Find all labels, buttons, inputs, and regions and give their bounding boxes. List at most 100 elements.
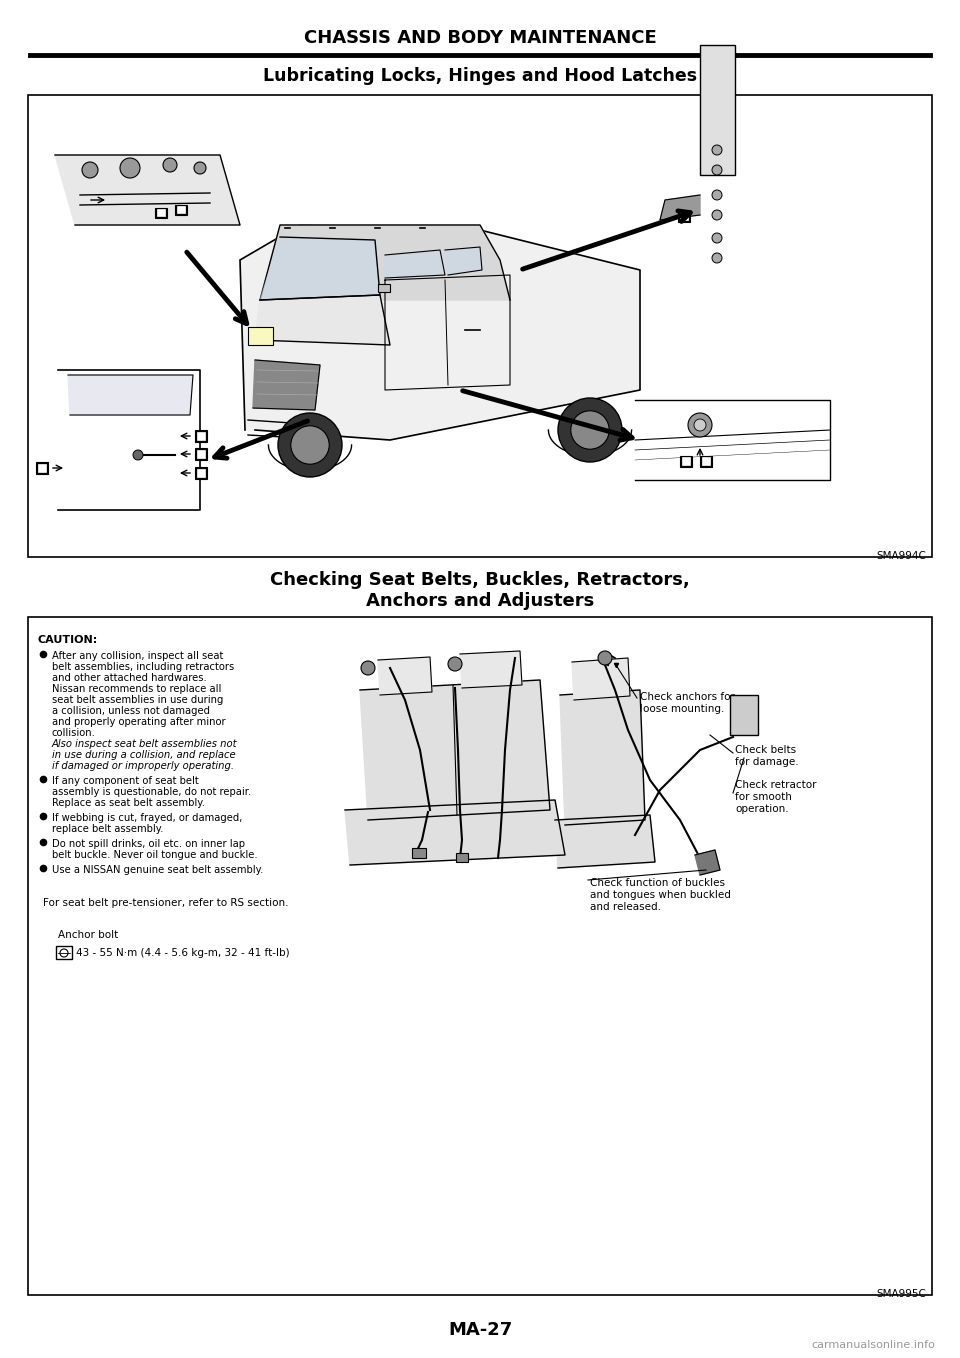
Text: seat belt assemblies in use during: seat belt assemblies in use during [52, 695, 224, 705]
Text: and properly operating after minor: and properly operating after minor [52, 717, 226, 727]
Bar [195, 467, 207, 479]
Text: and other attached hardwares.: and other attached hardwares. [52, 674, 206, 683]
Polygon shape [255, 295, 390, 345]
Text: and released.: and released. [590, 902, 661, 913]
Bar [378, 284, 390, 292]
Text: Check retractor: Check retractor [735, 779, 817, 790]
Bar [195, 448, 207, 460]
Bar [678, 210, 690, 221]
Circle shape [82, 162, 98, 178]
Text: for damage.: for damage. [735, 756, 799, 767]
Bar [28, 95, 932, 557]
Circle shape [571, 411, 610, 449]
Circle shape [133, 449, 143, 460]
Bar [175, 205, 187, 215]
Circle shape [688, 413, 712, 437]
Text: Replace as seat belt assembly.: Replace as seat belt assembly. [52, 799, 205, 808]
Text: Also inspect seat belt assemblies not: Also inspect seat belt assemblies not [52, 739, 237, 750]
Polygon shape [240, 225, 640, 440]
Circle shape [163, 158, 177, 172]
Bar [36, 462, 48, 474]
Text: If any component of seat belt: If any component of seat belt [52, 775, 199, 786]
Text: a collision, unless not damaged: a collision, unless not damaged [52, 706, 210, 716]
Bar [157, 209, 165, 216]
Bar [702, 458, 710, 464]
Circle shape [278, 413, 342, 477]
Text: belt buckle. Never oil tongue and buckle.: belt buckle. Never oil tongue and buckle… [52, 850, 257, 860]
Text: carmanualsonline.info: carmanualsonline.info [811, 1340, 935, 1350]
Bar [682, 458, 690, 464]
Text: CAUTION:: CAUTION: [38, 636, 98, 645]
Circle shape [712, 210, 722, 220]
Text: After any collision, inspect all seat: After any collision, inspect all seat [52, 650, 224, 661]
Polygon shape [260, 238, 380, 300]
Polygon shape [445, 247, 482, 276]
Bar [155, 208, 167, 219]
Circle shape [558, 398, 622, 462]
Polygon shape [555, 815, 655, 868]
Circle shape [448, 657, 462, 671]
Circle shape [598, 650, 612, 665]
Text: If webbing is cut, frayed, or damaged,: If webbing is cut, frayed, or damaged, [52, 813, 242, 823]
Polygon shape [572, 659, 630, 699]
Circle shape [712, 253, 722, 263]
Bar [700, 456, 712, 467]
Polygon shape [253, 360, 320, 410]
Text: Anchor bolt: Anchor bolt [58, 930, 118, 940]
Bar [28, 617, 932, 1296]
Circle shape [712, 166, 722, 175]
Polygon shape [660, 196, 700, 220]
Circle shape [291, 426, 329, 464]
Polygon shape [460, 650, 522, 689]
Text: MA-27: MA-27 [448, 1321, 512, 1339]
Text: 43 - 55 N·m (4.4 - 5.6 kg-m, 32 - 41 ft-lb): 43 - 55 N·m (4.4 - 5.6 kg-m, 32 - 41 ft-… [76, 948, 290, 957]
Text: Check anchors for: Check anchors for [640, 693, 734, 702]
Polygon shape [345, 800, 565, 865]
Text: Check belts: Check belts [735, 746, 796, 755]
Bar [197, 449, 205, 458]
Text: operation.: operation. [735, 804, 788, 813]
Polygon shape [385, 250, 445, 278]
Text: Use a NISSAN genuine seat belt assembly.: Use a NISSAN genuine seat belt assembly. [52, 865, 263, 875]
Circle shape [712, 234, 722, 243]
Text: For seat belt pre-tensioner, refer to RS section.: For seat belt pre-tensioner, refer to RS… [43, 898, 289, 909]
Circle shape [712, 190, 722, 200]
Text: loose mounting.: loose mounting. [640, 703, 725, 714]
Text: collision.: collision. [52, 728, 96, 737]
Polygon shape [378, 657, 432, 695]
Polygon shape [635, 401, 830, 479]
Bar [412, 847, 426, 858]
Polygon shape [560, 690, 645, 826]
Bar [680, 456, 692, 467]
Polygon shape [260, 225, 510, 300]
Text: Check function of buckles: Check function of buckles [590, 879, 725, 888]
Text: Nissan recommends to replace all: Nissan recommends to replace all [52, 684, 222, 694]
Circle shape [361, 661, 375, 675]
Text: SMA994C: SMA994C [876, 551, 926, 561]
Text: Checking Seat Belts, Buckles, Retractors,: Checking Seat Belts, Buckles, Retractors… [270, 570, 690, 589]
Polygon shape [55, 155, 240, 225]
Bar [700, 45, 735, 175]
Circle shape [712, 145, 722, 155]
Circle shape [694, 420, 706, 430]
Text: assembly is questionable, do not repair.: assembly is questionable, do not repair. [52, 788, 252, 797]
Text: SMA995C: SMA995C [876, 1289, 926, 1300]
Text: for smooth: for smooth [735, 792, 792, 803]
Text: Do not spill drinks, oil etc. on inner lap: Do not spill drinks, oil etc. on inner l… [52, 839, 245, 849]
Text: belt assemblies, including retractors: belt assemblies, including retractors [52, 661, 234, 672]
Circle shape [120, 158, 140, 178]
Text: Lubricating Locks, Hinges and Hood Latches: Lubricating Locks, Hinges and Hood Latch… [263, 67, 697, 86]
Polygon shape [695, 850, 720, 875]
Bar [197, 469, 205, 477]
Bar [730, 695, 758, 735]
Text: Anchors and Adjusters: Anchors and Adjusters [366, 592, 594, 610]
Bar [195, 430, 207, 441]
Bar [456, 853, 468, 862]
Text: if damaged or improperly operating.: if damaged or improperly operating. [52, 760, 234, 771]
Polygon shape [58, 369, 200, 511]
Bar [177, 206, 185, 213]
Text: in use during a collision, and replace: in use during a collision, and replace [52, 750, 235, 760]
Bar [680, 212, 688, 220]
Polygon shape [360, 680, 550, 820]
Bar [56, 947, 72, 959]
